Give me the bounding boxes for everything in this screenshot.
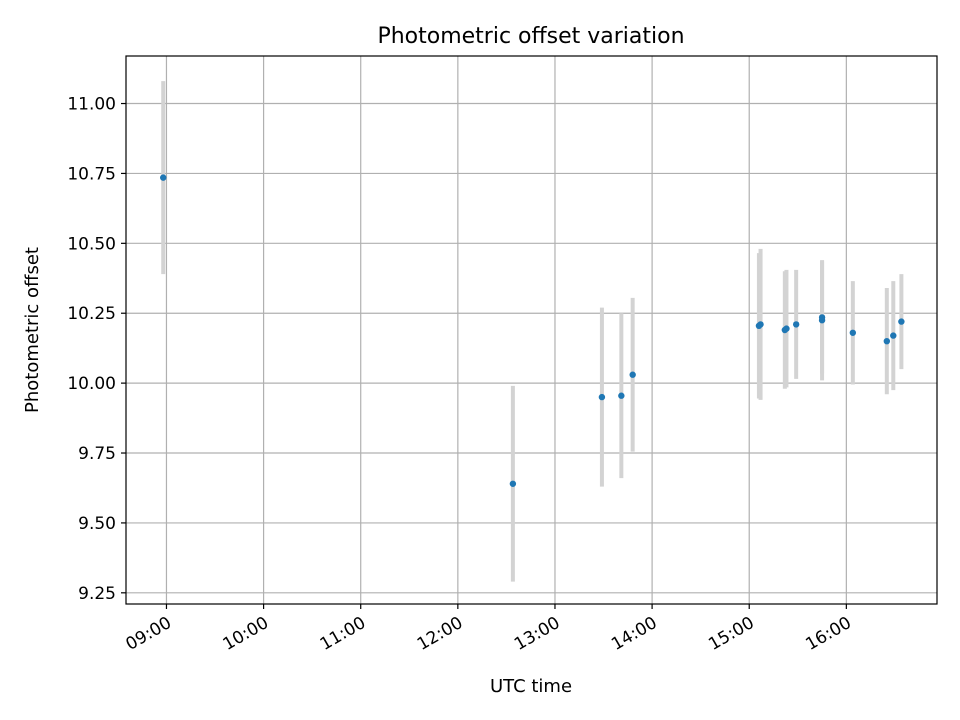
x-tick-label: 09:00 [123,613,175,655]
y-tick-label: 10.00 [67,374,116,394]
data-point [792,321,800,328]
y-tick-label: 11.00 [67,95,116,115]
data-point [818,314,826,321]
data-point [598,393,606,401]
y-tick-label: 9.25 [78,584,116,604]
data-point [883,337,891,345]
y-tick-label: 9.50 [78,514,116,534]
x-axis-label: UTC time [490,676,572,697]
data-point [618,392,625,399]
data-point [890,332,897,339]
y-axis: 9.25 9.50 9.75 10.00 10.25 10.50 10.75 11.00 [67,95,126,604]
y-tick-label: 10.50 [67,234,116,254]
x-tick-label: 13:00 [511,613,563,655]
data-point [783,325,790,332]
data-point [757,321,764,328]
chart-title: Photometric offset variation [377,24,684,49]
data-point [898,318,905,325]
data-points [160,174,905,487]
y-tick-label: 10.25 [67,304,116,324]
x-tick-label: 10:00 [220,613,272,655]
grid [126,56,937,604]
y-axis-label: Photometric offset [22,247,43,413]
x-tick-label: 11:00 [317,613,369,655]
error-bars [161,81,904,582]
x-tick-label: 15:00 [705,613,757,655]
data-point [509,480,517,487]
y-tick-label: 9.75 [78,444,116,464]
x-tick-label: 12:00 [414,613,466,655]
data-point [160,174,167,181]
x-tick-label: 16:00 [802,613,854,655]
data-point [629,371,636,378]
data-point [849,329,857,336]
x-axis: 09:00 10:00 11:00 12:00 13:00 14:00 15:00 16:00 [123,604,855,655]
x-tick-label: 14:00 [608,613,660,655]
plot-area [125,55,938,605]
y-tick-label: 10.75 [67,164,116,184]
